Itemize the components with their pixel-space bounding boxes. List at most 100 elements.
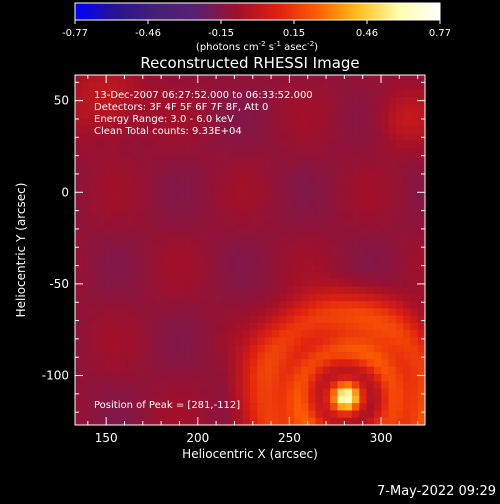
heatmap-cell	[257, 140, 265, 149]
heatmap-cell	[271, 82, 280, 90]
heatmap-cell	[417, 89, 425, 98]
heatmap-cell	[395, 96, 404, 105]
heatmap-cell	[271, 308, 280, 316]
heatmap-cell	[213, 257, 222, 265]
heatmap-cell	[257, 242, 265, 251]
heatmap-cell	[82, 352, 90, 360]
heatmap-cell	[322, 322, 331, 331]
heatmap-cell	[104, 417, 112, 425]
heatmap-cell	[301, 206, 309, 214]
heatmap-cell	[301, 279, 309, 287]
heatmap-cell	[322, 330, 331, 338]
heatmap-cell	[271, 184, 280, 192]
heatmap-cell	[96, 417, 105, 425]
heatmap-cell	[308, 322, 316, 331]
heatmap-cell	[366, 75, 375, 83]
heatmap-cell	[133, 242, 141, 251]
heatmap-cell	[235, 206, 244, 214]
heatmap-cell	[96, 191, 105, 200]
heatmap-cell	[388, 301, 397, 309]
heatmap-cell	[126, 220, 134, 229]
heatmap-cell	[104, 147, 112, 156]
heatmap-cell	[75, 403, 83, 411]
heatmap-cell	[337, 155, 346, 163]
heatmap-cell	[89, 373, 98, 382]
heatmap-cell	[235, 366, 244, 375]
heatmap-cell	[352, 403, 360, 411]
heatmap-cell	[301, 82, 309, 90]
heatmap-cell	[322, 126, 331, 134]
heatmap-cell	[111, 118, 120, 127]
heatmap-cell	[366, 308, 375, 316]
heatmap-cell	[337, 82, 346, 90]
heatmap-cell	[366, 388, 375, 397]
heatmap-cell	[410, 388, 419, 397]
heatmap-cell	[213, 89, 222, 98]
heatmap-cell	[315, 155, 324, 163]
heatmap-cell	[271, 220, 280, 229]
heatmap-cell	[147, 133, 156, 141]
heatmap-cell	[228, 250, 236, 258]
heatmap-cell	[344, 395, 353, 404]
heatmap-cell	[279, 147, 287, 156]
heatmap-cell	[410, 104, 419, 112]
heatmap-cell	[104, 395, 112, 404]
heatmap-cell	[242, 206, 251, 214]
heatmap-cell	[169, 359, 178, 367]
heatmap-cell	[403, 352, 411, 360]
heatmap-cell	[169, 322, 178, 331]
heatmap-cell	[96, 133, 105, 141]
heatmap-cell	[242, 388, 251, 397]
heatmap-cell	[264, 315, 273, 324]
heatmap-cell	[126, 96, 134, 105]
heatmap-cell	[133, 177, 141, 185]
heatmap-cell	[410, 322, 419, 331]
heatmap-cell	[359, 220, 367, 229]
heatmap-cell	[410, 264, 419, 273]
heatmap-cell	[308, 184, 316, 192]
heatmap-cell	[293, 315, 302, 324]
heatmap-cell	[89, 126, 98, 134]
heatmap-cell	[373, 381, 382, 389]
heatmap-cell	[388, 206, 397, 214]
heatmap-cell	[359, 147, 367, 156]
heatmap-cell	[279, 395, 287, 404]
heatmap-cell	[337, 147, 346, 156]
heatmap-cell	[410, 133, 419, 141]
heatmap-cell	[352, 381, 360, 389]
heatmap-cell	[330, 155, 338, 163]
heatmap-cell	[89, 279, 98, 287]
heatmap-cell	[293, 104, 302, 112]
heatmap-cell	[410, 250, 419, 258]
heatmap-cell	[322, 373, 331, 382]
heatmap-cell	[169, 184, 178, 192]
heatmap-cell	[359, 308, 367, 316]
heatmap-cell	[75, 388, 83, 397]
heatmap-cell	[169, 271, 178, 280]
heatmap-cell	[96, 147, 105, 156]
heatmap-cell	[162, 155, 171, 163]
heatmap-cell	[177, 198, 185, 207]
heatmap-cell	[147, 264, 156, 273]
heatmap-cell	[403, 228, 411, 236]
heatmap-cell	[359, 198, 367, 207]
heatmap-cell	[82, 337, 90, 346]
heatmap-cell	[104, 264, 112, 273]
heatmap-cell	[242, 308, 251, 316]
heatmap-cell	[286, 352, 295, 360]
heatmap-cell	[366, 191, 375, 200]
heatmap-cell	[388, 235, 397, 244]
heatmap-cell	[169, 75, 178, 83]
heatmap-cell	[344, 184, 353, 192]
heatmap-cell	[118, 308, 127, 316]
heatmap-cell	[293, 242, 302, 251]
heatmap-cell	[242, 198, 251, 207]
heatmap-cell	[344, 337, 353, 346]
heatmap-cell	[155, 184, 163, 192]
heatmap-cell	[220, 133, 229, 141]
heatmap-cell	[162, 184, 171, 192]
heatmap-cell	[330, 381, 338, 389]
heatmap-cell	[271, 250, 280, 258]
heatmap-cell	[344, 373, 353, 382]
heatmap-cell	[169, 155, 178, 163]
